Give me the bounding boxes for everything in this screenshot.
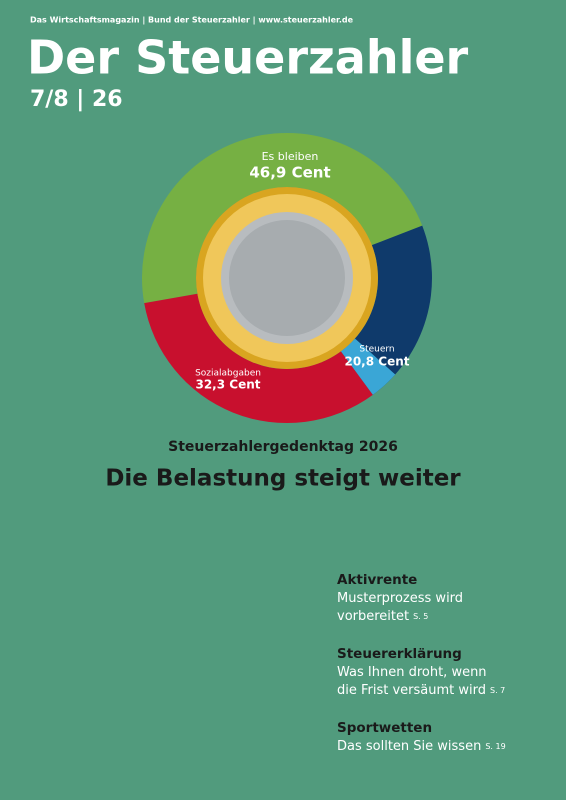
segment-label: Steuern <box>359 345 394 355</box>
teaser-category: Sportwetten <box>337 720 432 736</box>
coin <box>196 187 378 369</box>
segment-label: Es bleiben <box>262 150 319 163</box>
issue: 7/8 | 26 <box>30 87 123 112</box>
teasers: Aktivrente Musterprozess wird vorbereitet S… <box>337 572 506 754</box>
teaser-text: die Frist versäumt wird S. 7 <box>337 683 505 698</box>
coin-face <box>229 220 345 336</box>
pie-segment <box>144 293 373 423</box>
value-label: 20,8 Cent <box>344 355 409 369</box>
page-ref: S. 19 <box>485 742 505 751</box>
pie-segment <box>142 133 423 304</box>
top-line: Das Wirtschaftsmagazin | Bund der Steuer… <box>30 16 354 25</box>
value-label: 32,3 Cent <box>195 378 260 392</box>
teaser-category: Steuererklärung <box>337 646 462 662</box>
pie-segment-accent <box>340 338 396 395</box>
teaser-line: Was Ihnen droht, wenn <box>337 665 487 680</box>
teaser-text: vorbereitet S. 5 <box>337 609 428 624</box>
teaser-line: Musterprozess wird <box>337 591 463 606</box>
headline: Die Belastung steigt weiter <box>105 466 461 492</box>
teaser-text: Das sollten Sie wissen S. 19 <box>337 739 506 754</box>
teaser-category: Aktivrente <box>337 572 417 588</box>
teaser-line: vorbereitet <box>337 609 409 624</box>
page-ref: S. 5 <box>413 612 428 621</box>
teaser-text: Musterprozess wird <box>337 591 463 606</box>
teaser-line: die Frist versäumt wird <box>337 683 486 698</box>
page-ref: S. 7 <box>490 686 505 695</box>
value-label: 46,9 Cent <box>249 164 330 182</box>
segment-label: Sozialabgaben <box>195 369 261 379</box>
kicker: Steuerzahlergedenktag 2026 <box>168 439 398 455</box>
masthead: Der Steuerzahler <box>27 31 469 85</box>
teaser-line: Das sollten Sie wissen <box>337 739 481 754</box>
donut-chart <box>142 133 433 423</box>
teaser-text: Was Ihnen droht, wenn <box>337 665 487 680</box>
